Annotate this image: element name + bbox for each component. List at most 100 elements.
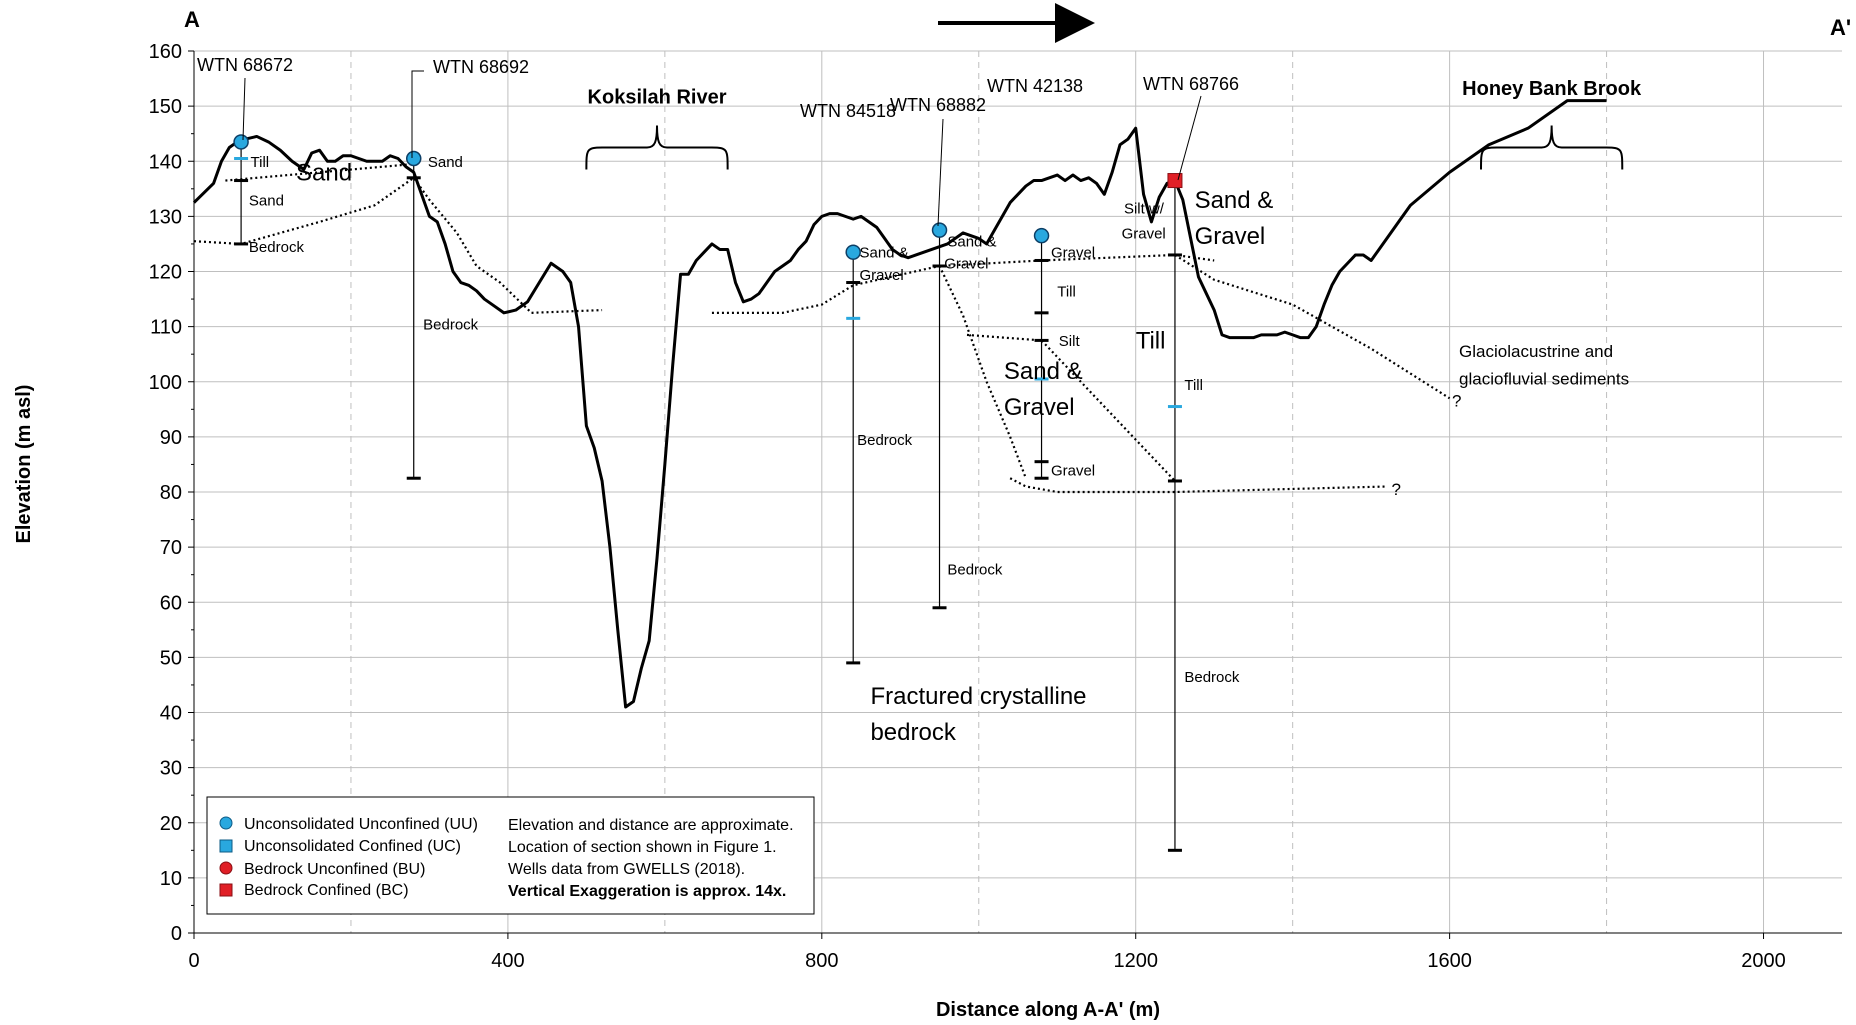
lithology-label: Glaciolacustrine and [1459,342,1613,361]
ground-surface-line [192,99,1607,709]
x-tick-label: 400 [491,950,524,972]
lithology-label: Bedrock [423,316,479,333]
y-tick-label: 110 [150,317,182,339]
well-id-label: WTN 68672 [197,55,293,75]
lithology-label: Gravel [1122,225,1166,242]
ground-surface [192,99,1607,709]
stream-brackets: Koksilah River Honey Bank Brook [585,78,1642,170]
lithology-label: Till [251,154,270,171]
lithology-label: Gravel [859,267,903,284]
legend-marker-uu [219,816,233,830]
lithology-label: Till [1184,377,1203,394]
stream-name-label: Koksilah River [588,86,727,108]
legend-note-1: Elevation and distance are approximate. [508,817,794,834]
legend-note-3: Wells data from GWELLS (2018). [508,861,745,878]
y-tick-label: 160 [149,41,182,63]
y-tick-label: 130 [149,206,182,228]
lithology-label: ? [1392,480,1401,499]
lithology-label: Bedrock [1184,669,1240,686]
y-tick-label: 150 [149,96,182,118]
x-tick-label: 1600 [1427,950,1472,972]
y-tick-label: 40 [160,703,182,725]
lithology-label: Silt w/ [1124,201,1165,218]
lithology-label: Fractured crystalline [870,683,1086,710]
section-start-label: A [184,7,200,32]
y-tick-label: 120 [149,262,182,284]
lithology-label: ? [1452,392,1461,411]
y-tick-label: 20 [160,813,182,835]
lithology-label: Gravel [944,256,988,273]
section-end-label: A' [1830,15,1851,40]
lithology-label: Gravel [1195,223,1266,250]
lithology-label: Gravel [1051,462,1095,479]
lithology-label: glaciofluvial sediments [1459,370,1629,389]
well-marker-unconfined [233,134,249,150]
x-tick-label: 2000 [1741,950,1786,972]
well-leader-line [1177,95,1202,181]
x-tick-label: 0 [188,950,199,972]
legend-note-2: Location of section shown in Figure 1. [508,839,777,856]
geologic-contact-line [711,253,1215,314]
lithology-label: Sand & [947,234,996,251]
y-tick-label: 0 [171,923,182,945]
geologic-contact-line [938,265,1027,479]
axes: 0 10 20 30 40 50 60 70 80 90 100 110 120 130 140 150 160… [149,41,1842,972]
well-id-label: WTN 68882 [890,95,986,115]
legend-frame [206,796,815,915]
legend-label-uc: Unconsolidated Confined (UC) [244,838,461,855]
y-tick-label: 70 [160,537,182,559]
y-tick-label: 10 [160,868,182,890]
geologic-contact-line [1174,254,1451,400]
lithology-label: Silt [1059,333,1081,350]
lithology-label: Gravel [1004,394,1075,421]
well-leader-line [411,70,424,158]
lithology-label: Till [1136,328,1166,355]
y-axis-title: Elevation (m asl) [13,385,35,544]
y-tick-label: 60 [160,592,182,614]
stream-bracket [585,125,729,170]
stream-name-label: Honey Bank Brook [1462,78,1642,100]
well-id-label: WTN 42138 [987,76,1083,96]
legend-label-uu: Unconsolidated Unconfined (UU) [244,816,478,833]
well-leader-line [242,77,246,141]
y-tick-label: 80 [160,482,182,504]
legend-label-bc: Bedrock Confined (BC) [244,882,409,899]
well-id-label: WTN 68766 [1143,74,1239,94]
y-tick-label: 90 [160,427,182,449]
legend-marker-uc [219,839,233,853]
well-marker-unconfined [1033,227,1050,244]
geologic-contact-line [225,162,414,182]
gridlines [194,50,1842,933]
lithology-label: Sand [249,192,284,209]
lithology-label: Till [1057,283,1076,300]
legend-marker-bu [219,861,233,875]
lithology-label: Bedrock [947,562,1003,579]
lithology-label: Sand [296,160,352,187]
y-tick-label: 100 [149,372,182,394]
legend-note-bold: Vertical Exaggeration is approx. 14x. [508,883,786,900]
y-tick-label: 30 [160,758,182,780]
lithology-label: Sand & [1195,187,1274,214]
well-marker-unconfined [845,244,861,260]
lithology-label: Sand & [1004,358,1083,385]
well-id-label: WTN 84518 [800,101,896,121]
legend-label-bu: Bedrock Unconfined (BU) [244,861,425,878]
x-tick-label: 800 [805,950,838,972]
well-id-label: WTN 68692 [433,57,529,77]
well-marker-unconfined [405,150,422,167]
well-marker-unconfined [931,222,948,238]
y-tick-label: 140 [149,151,182,173]
lithology-label: Bedrock [857,432,913,449]
lithology-label: Sand [428,154,463,171]
annotations: Till Sand Sand Bedrock Sand Bedrock Sand & Grav… [249,154,1629,746]
x-axis-title: Distance along A-A' (m) [936,999,1160,1021]
x-tick-label: 1200 [1113,950,1158,972]
y-tick-label: 50 [160,647,182,669]
lithology-label: bedrock [870,719,956,746]
lithology-label: Bedrock [249,239,305,256]
geologic-contact-line [1009,477,1387,494]
stream-bracket [1480,125,1624,170]
geologic-contacts [193,162,1451,494]
